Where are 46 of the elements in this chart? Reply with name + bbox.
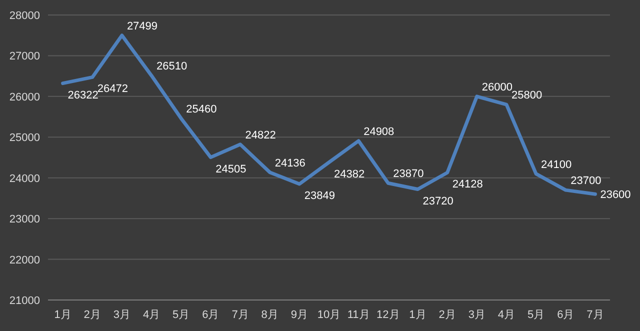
x-tick-label: 10月 — [317, 309, 341, 321]
x-tick-label: 9月 — [290, 309, 308, 321]
y-tick-label: 23000 — [9, 214, 40, 226]
x-tick-label: 2月 — [84, 309, 101, 321]
data-label: 25460 — [186, 103, 217, 116]
data-label: 24822 — [245, 129, 276, 142]
data-label: 26000 — [482, 81, 512, 94]
x-tick-label: 4月 — [498, 309, 516, 321]
data-label: 27499 — [126, 20, 158, 32]
y-tick-label: 25000 — [9, 132, 40, 144]
x-tick-label: 3月 — [468, 309, 486, 321]
x-tick-label: 6月 — [557, 309, 574, 321]
x-tick-label: 2月 — [438, 309, 456, 321]
data-label: 26510 — [156, 60, 188, 73]
x-tick-label: 5月 — [172, 309, 190, 321]
x-tick-label: 7月 — [232, 309, 249, 321]
data-label: 23720 — [422, 195, 454, 208]
x-tick-label: 1月 — [54, 309, 72, 321]
data-label: 24136 — [274, 157, 306, 170]
data-label: 23870 — [393, 168, 424, 180]
data-label: 24100 — [541, 158, 572, 171]
x-tick-label: 1月 — [409, 309, 426, 321]
data-label: 24382 — [334, 168, 365, 180]
data-label: 23849 — [304, 190, 336, 202]
x-tick-label: 12月 — [376, 309, 400, 321]
y-tick-label: 24000 — [9, 172, 40, 185]
data-label: 26472 — [97, 83, 128, 96]
x-tick-label: 8月 — [261, 309, 278, 321]
data-label: 24505 — [216, 163, 246, 176]
x-tick-label: 11月 — [347, 309, 370, 321]
x-tick-label: 3月 — [113, 309, 131, 321]
data-label: 25800 — [511, 90, 542, 102]
x-tick-label: 5月 — [527, 309, 545, 321]
data-label: 24908 — [364, 126, 394, 138]
data-label: 23700 — [570, 175, 602, 188]
y-tick-label: 21000 — [9, 295, 40, 307]
y-tick-label: 27000 — [9, 50, 40, 63]
x-tick-label: 7月 — [586, 309, 604, 321]
data-label: 24128 — [452, 178, 483, 191]
x-tick-label: 4月 — [142, 309, 160, 321]
data-label: 26322 — [68, 89, 98, 102]
data-label: 23600 — [600, 189, 631, 202]
x-tick-label: 6月 — [202, 309, 220, 321]
y-tick-label: 26000 — [9, 91, 40, 104]
y-tick-label: 22000 — [9, 254, 40, 266]
y-tick-label: 28000 — [9, 10, 40, 22]
